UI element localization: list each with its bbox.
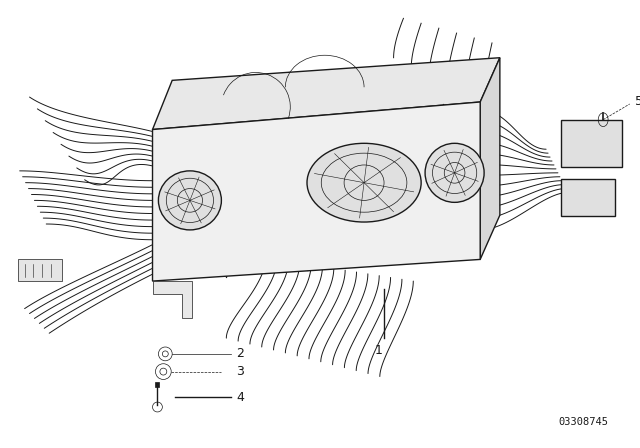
Polygon shape [152,58,500,129]
Ellipse shape [425,143,484,202]
Ellipse shape [159,171,221,230]
Polygon shape [152,281,192,319]
Text: 2: 2 [236,347,244,360]
Ellipse shape [307,143,421,222]
Text: 03308745: 03308745 [558,417,608,426]
FancyBboxPatch shape [561,120,622,167]
Text: 4: 4 [236,391,244,404]
Polygon shape [480,58,500,259]
Text: 3: 3 [236,365,244,378]
FancyBboxPatch shape [18,259,62,281]
Polygon shape [152,102,480,281]
FancyBboxPatch shape [561,179,615,216]
Text: 5: 5 [635,95,640,108]
Text: 1: 1 [375,344,383,357]
Polygon shape [156,383,159,388]
